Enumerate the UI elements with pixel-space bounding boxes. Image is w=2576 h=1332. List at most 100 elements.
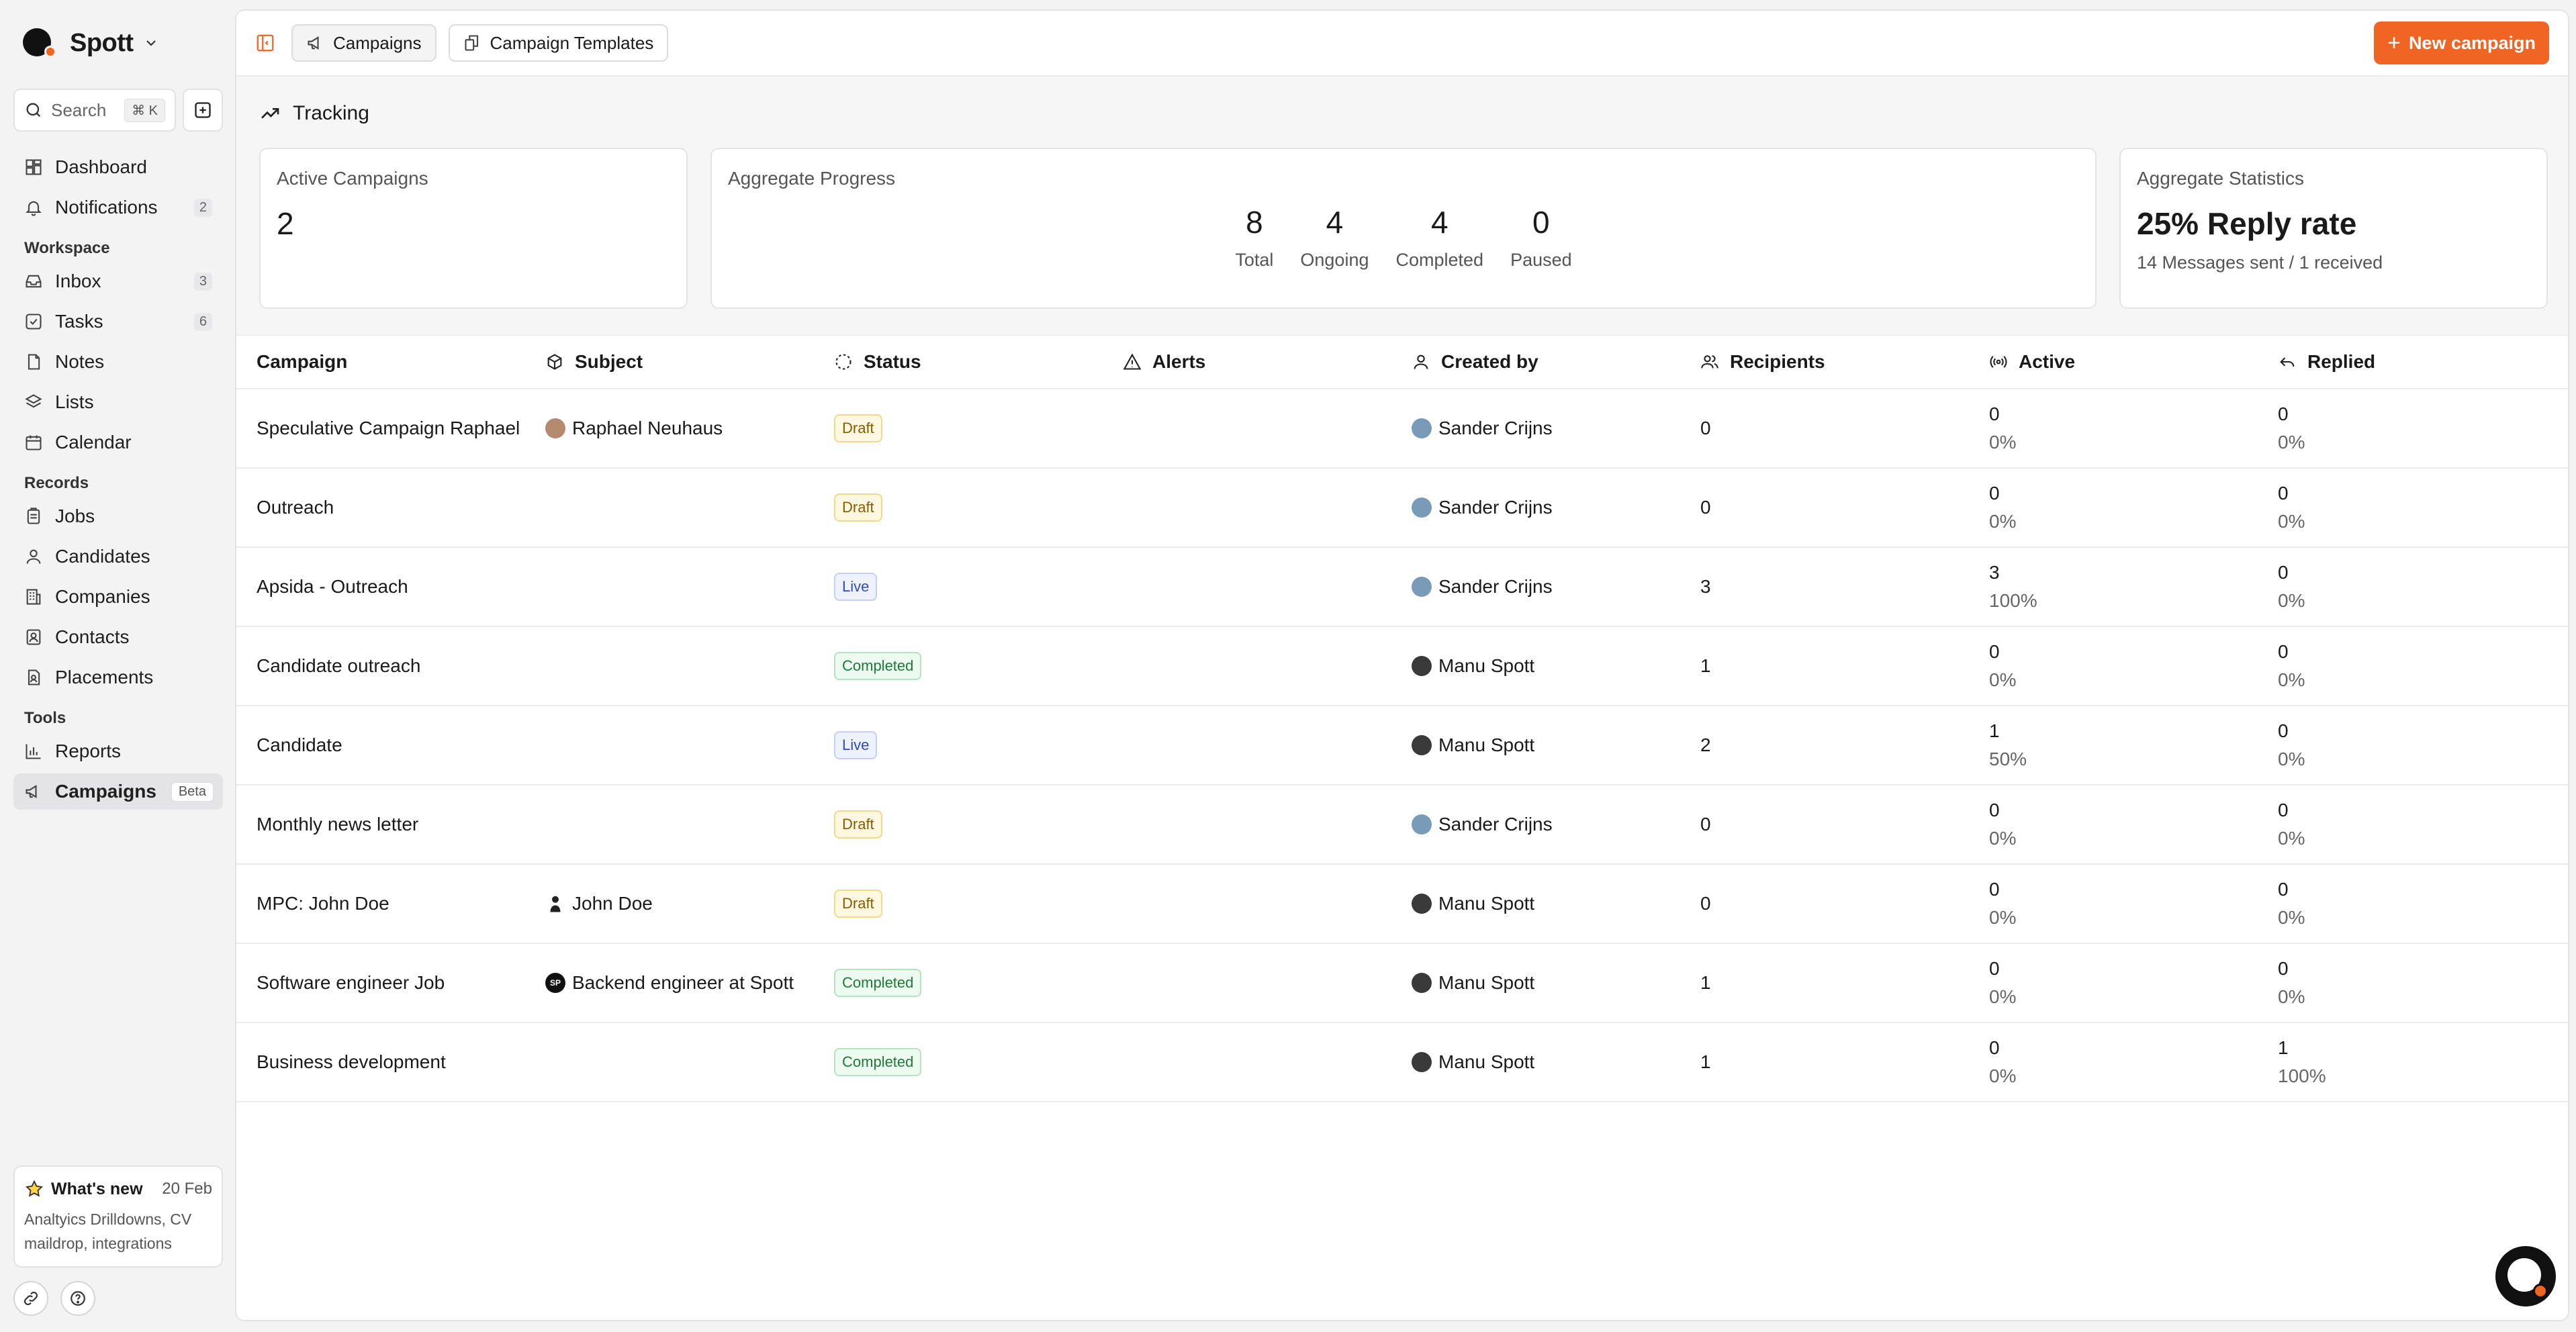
- sidebar-item-jobs[interactable]: Jobs: [13, 498, 223, 534]
- active-percent: 0%: [1989, 986, 2017, 1007]
- creator-avatar: [1412, 894, 1432, 914]
- sidebar-item-label: Dashboard: [55, 156, 147, 177]
- sidebar-toggle-icon[interactable]: [255, 33, 275, 53]
- creator-chip[interactable]: Sander Crijns: [1412, 418, 1680, 439]
- column-header-status[interactable]: Status: [814, 334, 1103, 389]
- creator-chip[interactable]: Manu Spott: [1412, 972, 1680, 994]
- table-row[interactable]: Candidate Live Manu Spott 2 1 50% 0 0%: [236, 706, 2568, 786]
- campaign-name: Outreach: [257, 497, 334, 518]
- cell-replied: 0 0%: [2258, 943, 2568, 1023]
- new-campaign-button[interactable]: + New campaign: [2374, 21, 2549, 64]
- cell-campaign[interactable]: MPC: John Doe: [236, 864, 525, 944]
- subject-name: John Doe: [572, 893, 653, 914]
- active-count: 0: [1989, 879, 2000, 900]
- column-header-active[interactable]: Active: [1969, 334, 2258, 389]
- reply-icon: [2280, 357, 2295, 367]
- sidebar-item-calendar[interactable]: Calendar: [13, 424, 223, 461]
- subject-chip[interactable]: John Doe: [545, 893, 814, 914]
- cell-created-by: Sander Crijns: [1391, 785, 1680, 865]
- sidebar-item-notifications[interactable]: Notifications 2: [13, 189, 223, 226]
- tab-campaigns[interactable]: Campaigns: [291, 24, 436, 62]
- cell-campaign[interactable]: Candidate: [236, 706, 525, 786]
- creator-chip[interactable]: Manu Spott: [1412, 734, 1680, 756]
- recipients-count: 0: [1700, 497, 1711, 518]
- building-icon: [26, 589, 41, 605]
- active-percent: 0%: [1989, 828, 2017, 849]
- subject-chip[interactable]: Raphael Neuhaus: [545, 418, 814, 439]
- creator-chip[interactable]: Sander Crijns: [1412, 576, 1680, 598]
- whats-new-card[interactable]: What's new 20 Feb Analtyics Drilldowns, …: [13, 1166, 223, 1268]
- cell-campaign[interactable]: Apsida - Outreach: [236, 547, 525, 627]
- column-header-campaign[interactable]: Campaign: [236, 334, 525, 389]
- active-campaigns-card: Active Campaigns 2: [259, 148, 688, 309]
- status-badge: Draft: [834, 414, 882, 442]
- column-label: Active: [2019, 351, 2076, 372]
- tracking-section: Tracking Active Campaigns 2 Aggregate Pr…: [236, 77, 2568, 345]
- chat-widget-button[interactable]: [2495, 1246, 2556, 1306]
- link-button[interactable]: [13, 1281, 48, 1316]
- subject-chip[interactable]: SP Backend engineer at Spott: [545, 972, 814, 994]
- column-header-replied[interactable]: Replied: [2258, 334, 2568, 389]
- contact-icon: [26, 629, 41, 645]
- stat-value: 0: [1532, 205, 1550, 240]
- sidebar-item-lists[interactable]: Lists: [13, 384, 223, 420]
- sidebar-item-notes[interactable]: Notes: [13, 344, 223, 380]
- bell-icon: [26, 201, 42, 216]
- sidebar-item-candidates[interactable]: Candidates: [13, 538, 223, 575]
- cell-recipients: 0: [1680, 864, 1969, 944]
- cell-campaign[interactable]: Candidate outreach: [236, 626, 525, 706]
- cell-campaign[interactable]: Outreach: [236, 468, 525, 548]
- cell-subject: SP Backend engineer at Spott: [525, 943, 814, 1023]
- tab-campaign-templates[interactable]: Campaign Templates: [448, 24, 669, 62]
- table-row[interactable]: Apsida - Outreach Live Sander Crijns 3 3…: [236, 547, 2568, 627]
- table-row[interactable]: Outreach Draft Sander Crijns 0 0 0% 0 0%: [236, 468, 2568, 548]
- tab-label: Campaign Templates: [490, 32, 654, 53]
- sidebar-item-label: Jobs: [55, 506, 95, 526]
- layers-icon: [25, 394, 42, 408]
- replied-percent: 0%: [2278, 511, 2305, 532]
- sidebar-item-inbox[interactable]: Inbox 3: [13, 263, 223, 299]
- sidebar-item-dashboard[interactable]: Dashboard: [13, 149, 223, 185]
- dashboard-icon: [26, 159, 42, 175]
- cell-campaign[interactable]: Speculative Campaign Raphael: [236, 389, 525, 469]
- cell-created-by: Sander Crijns: [1391, 389, 1680, 469]
- sidebar-item-campaigns[interactable]: Campaigns Beta: [13, 773, 223, 810]
- sidebar-item-label: Campaigns: [55, 781, 156, 802]
- creator-name: Manu Spott: [1438, 655, 1535, 676]
- search-input[interactable]: Search ⌘ K: [13, 89, 176, 132]
- table-row[interactable]: Monthly news letter Draft Sander Crijns …: [236, 785, 2568, 865]
- column-header-subject[interactable]: Subject: [525, 334, 814, 389]
- sidebar-item-tasks[interactable]: Tasks 6: [13, 303, 223, 340]
- creator-chip[interactable]: Manu Spott: [1412, 1051, 1680, 1073]
- column-header-created-by[interactable]: Created by: [1391, 334, 1680, 389]
- column-header-recipients[interactable]: Recipients: [1680, 334, 1969, 389]
- table-row[interactable]: Software engineer Job SP Backend enginee…: [236, 943, 2568, 1023]
- cell-replied: 0 0%: [2258, 626, 2568, 706]
- cell-campaign[interactable]: Business development: [236, 1022, 525, 1102]
- help-button[interactable]: [60, 1281, 95, 1316]
- workspace-switcher[interactable]: Spott: [23, 27, 159, 59]
- new-item-button[interactable]: [183, 89, 223, 132]
- column-header-alerts[interactable]: Alerts: [1103, 334, 1391, 389]
- sidebar-item-contacts[interactable]: Contacts: [13, 619, 223, 655]
- table-row[interactable]: Candidate outreach Completed Manu Spott …: [236, 626, 2568, 706]
- sidebar-item-reports[interactable]: Reports: [13, 733, 223, 769]
- table-row[interactable]: Speculative Campaign Raphael Raphael Neu…: [236, 389, 2568, 469]
- cell-campaign[interactable]: Monthly news letter: [236, 785, 525, 865]
- cell-created-by: Manu Spott: [1391, 943, 1680, 1023]
- broadcast-icon: [1990, 356, 2007, 368]
- creator-chip[interactable]: Sander Crijns: [1412, 497, 1680, 518]
- cell-campaign[interactable]: Software engineer Job: [236, 943, 525, 1023]
- creator-chip[interactable]: Manu Spott: [1412, 893, 1680, 914]
- sidebar-item-placements[interactable]: Placements: [13, 659, 223, 696]
- sidebar-item-companies[interactable]: Companies: [13, 579, 223, 615]
- table-row[interactable]: Business development Completed Manu Spot…: [236, 1022, 2568, 1102]
- cell-subject: [525, 785, 814, 865]
- creator-chip[interactable]: Sander Crijns: [1412, 814, 1680, 835]
- users-icon: [1701, 355, 1718, 369]
- table-row[interactable]: MPC: John Doe John Doe Draft Manu Spott …: [236, 864, 2568, 944]
- creator-chip[interactable]: Manu Spott: [1412, 655, 1680, 677]
- plus-icon: +: [2387, 30, 2401, 56]
- cell-alerts: [1103, 1022, 1391, 1102]
